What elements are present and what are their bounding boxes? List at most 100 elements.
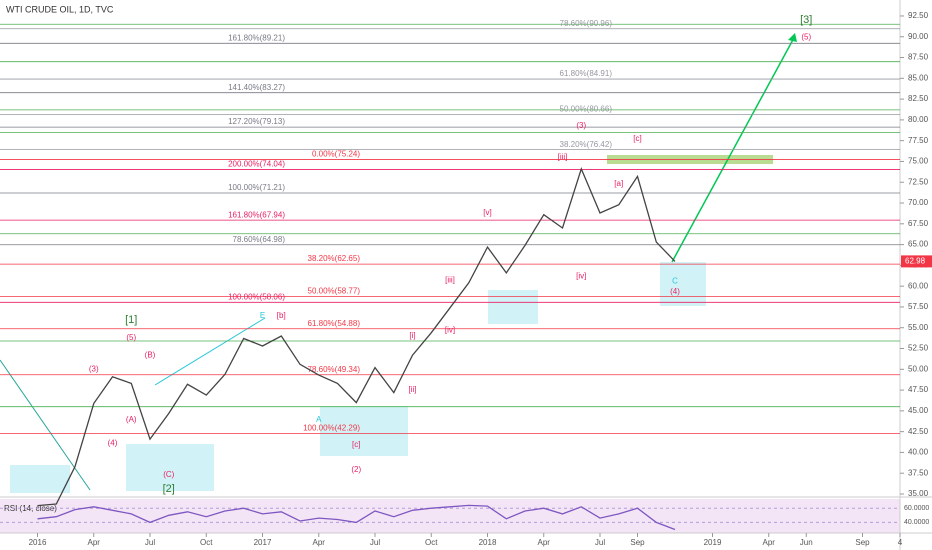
wave-label: [a] <box>614 179 623 188</box>
y-tick-label: 90.00 <box>908 32 929 41</box>
price-line <box>37 167 676 507</box>
last-price-tag <box>901 255 932 268</box>
wave-label: [i] <box>409 331 415 340</box>
y-tick-label: 65.00 <box>908 240 929 249</box>
fib-label: 0.00%(75.24) <box>312 150 360 159</box>
last-price-label: 62.98 <box>905 256 926 265</box>
x-tick-label: Oct <box>425 538 438 547</box>
y-tick-label: 37.50 <box>908 468 929 477</box>
wave-label: [iv] <box>576 271 586 280</box>
fib-label: 38.20%(62.65) <box>308 254 361 263</box>
y-tick-label: 60.00 <box>908 281 929 290</box>
fib-label: 127.20%(79.13) <box>228 117 285 126</box>
x-tick-label: Jul <box>145 538 155 547</box>
trend-line <box>0 359 91 491</box>
x-tick-label: 2016 <box>29 538 47 547</box>
fib-label: 200.00%(74.04) <box>228 160 285 169</box>
wave-label: [iii] <box>445 275 455 284</box>
y-tick-label: 55.00 <box>908 323 929 332</box>
y-tick-label: 57.50 <box>908 302 929 311</box>
y-tick-label: 40.00 <box>908 448 929 457</box>
wave-label: [1] <box>125 314 137 326</box>
x-tick-label: Sep <box>630 538 645 547</box>
x-tick-label: Jul <box>370 538 380 547</box>
x-tick-label: Jun <box>800 538 813 547</box>
wave-label: C <box>672 276 678 285</box>
fib-label: 161.80%(67.94) <box>228 210 285 219</box>
fib-label: 100.00%(42.29) <box>303 424 360 433</box>
wave-box <box>320 406 408 456</box>
y-tick-label: 92.50 <box>908 11 929 20</box>
wave-box <box>10 465 70 493</box>
wave-label: [3] <box>800 14 812 26</box>
wave-label: (5) <box>126 333 136 342</box>
y-tick-label: 72.50 <box>908 177 929 186</box>
wave-box <box>126 444 214 491</box>
x-tick-label: Apr <box>88 538 101 547</box>
chart-title: WTI CRUDE OIL, 1D, TVC <box>6 4 114 14</box>
price-line <box>37 504 676 531</box>
wave-label: [c] <box>633 134 641 143</box>
x-tick-label: Jul <box>595 538 605 547</box>
fib-label: 78.60%(49.34) <box>308 365 361 374</box>
wave-label: [iv] <box>445 325 455 334</box>
wave-label: [iii] <box>558 152 568 161</box>
x-tick-label: 2019 <box>704 538 722 547</box>
y-tick-label: 35.00 <box>908 489 929 498</box>
wave-label: [ii] <box>409 385 417 394</box>
wave-label: (C) <box>163 470 174 479</box>
fib-label: 78.60%(64.98) <box>233 235 286 244</box>
fib-label: 50.00%(80.66) <box>560 105 613 114</box>
y-tick-label: 70.00 <box>908 198 929 207</box>
fib-label: 78.60%(90.96) <box>560 19 613 28</box>
fib-label: 50.00%(58.77) <box>308 286 361 295</box>
x-tick-label: Sep <box>855 538 870 547</box>
wave-label: (B) <box>145 350 156 359</box>
y-tick-label: 75.00 <box>908 157 929 166</box>
wave-label: E <box>260 311 265 320</box>
y-tick-label: 80.00 <box>908 115 929 124</box>
fib-label: 100.00%(71.21) <box>228 183 285 192</box>
y-tick-label: 87.50 <box>908 53 929 62</box>
y-tick-label: 47.50 <box>908 385 929 394</box>
wave-label: [c] <box>352 440 360 449</box>
wave-label: [2] <box>163 483 175 495</box>
y-tick-label: 85.00 <box>908 73 929 82</box>
wave-label: (4) <box>670 287 680 296</box>
rsi-tick-label: 40.0000 <box>904 519 929 526</box>
x-tick-label: 2017 <box>254 538 272 547</box>
wave-label: (5) <box>801 33 811 42</box>
wave-box <box>488 290 538 324</box>
y-tick-label: 77.50 <box>908 136 929 145</box>
x-tick-label: Apr <box>763 538 776 547</box>
rsi-tick-label: 60.0000 <box>904 505 929 512</box>
rsi-pane <box>0 499 900 533</box>
x-tick-label: Apr <box>538 538 551 547</box>
wave-label: (3) <box>89 364 99 373</box>
y-tick-label: 67.50 <box>908 219 929 228</box>
y-tick-label: 50.00 <box>908 364 929 373</box>
fib-label: 61.80%(84.91) <box>560 69 613 78</box>
projection-arrow <box>671 35 796 263</box>
wave-label: [b] <box>277 311 286 320</box>
wave-label: (2) <box>351 465 361 474</box>
y-tick-label: 82.50 <box>908 94 929 103</box>
fib-label: 100.00%(58.06) <box>228 292 285 301</box>
wave-label: (3) <box>576 121 586 130</box>
y-tick-label: 52.50 <box>908 344 929 353</box>
wave-label: [v] <box>483 208 491 217</box>
fib-label: 61.80%(54.88) <box>308 319 361 328</box>
wave-label: (A) <box>126 415 137 424</box>
x-tick-label: Oct <box>200 538 213 547</box>
x-tick-label: Apr <box>313 538 326 547</box>
fib-label: 161.80%(89.21) <box>228 33 285 42</box>
fib-label: 141.40%(83.27) <box>228 83 285 92</box>
arrow-head <box>788 33 797 42</box>
fib-label: 38.20%(76.42) <box>560 140 613 149</box>
trend-line <box>154 317 266 386</box>
x-tick-label: 2018 <box>479 538 497 547</box>
wave-box <box>660 262 706 306</box>
wave-label: A <box>316 415 322 424</box>
x-tick-label: 4 <box>898 538 903 547</box>
